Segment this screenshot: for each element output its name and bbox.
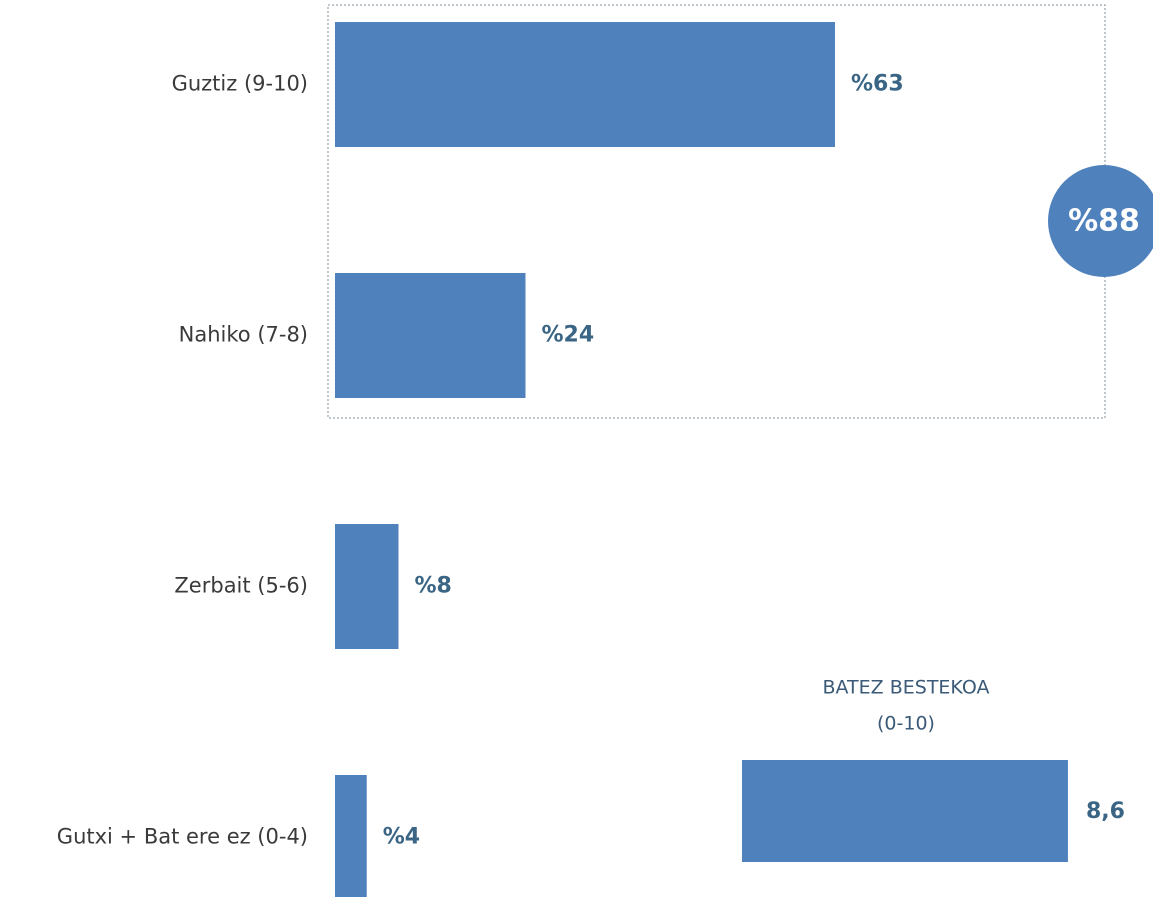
category-label: Nahiko (7-8) xyxy=(179,323,308,347)
mean-bar xyxy=(742,760,1068,862)
bar xyxy=(335,273,526,398)
value-label: %8 xyxy=(414,574,451,599)
total-label: %88 xyxy=(1068,204,1140,239)
bar xyxy=(335,775,367,897)
total-circle xyxy=(1048,165,1153,277)
mean-title: BATEZ BESTEKOA xyxy=(823,677,990,699)
value-label: %24 xyxy=(541,323,594,348)
mean-title: (0-10) xyxy=(877,713,935,735)
mean-label: 8,6 xyxy=(1086,799,1125,824)
category-label: Gutxi + Bat ere ez (0-4) xyxy=(57,825,308,849)
bar xyxy=(335,22,835,147)
value-label: %4 xyxy=(383,825,420,850)
value-label: %63 xyxy=(851,72,904,97)
bar xyxy=(335,524,399,649)
group-box xyxy=(327,4,1106,419)
category-label: Guztiz (9-10) xyxy=(172,72,308,96)
category-label: Zerbait (5-6) xyxy=(174,574,308,598)
